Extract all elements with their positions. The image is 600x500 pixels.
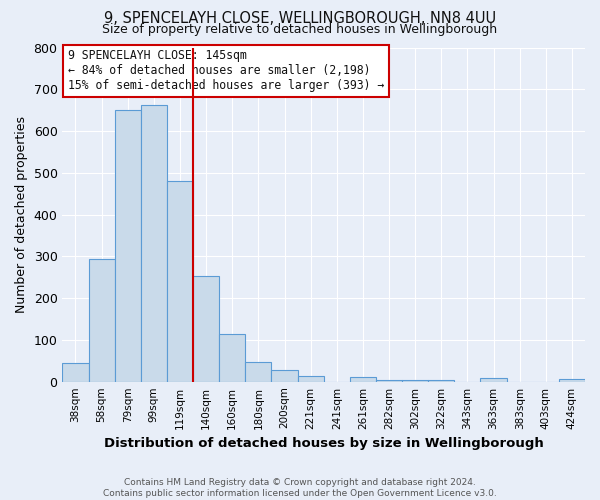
Bar <box>62 363 89 382</box>
Bar <box>481 378 506 382</box>
Bar <box>271 370 298 382</box>
Text: 9, SPENCELAYH CLOSE, WELLINGBOROUGH, NN8 4UU: 9, SPENCELAYH CLOSE, WELLINGBOROUGH, NN8… <box>104 11 496 26</box>
Bar <box>115 110 141 382</box>
X-axis label: Distribution of detached houses by size in Wellingborough: Distribution of detached houses by size … <box>104 437 544 450</box>
Bar <box>428 380 454 382</box>
Bar <box>298 376 324 382</box>
Y-axis label: Number of detached properties: Number of detached properties <box>15 116 28 313</box>
Bar <box>89 260 115 382</box>
Bar <box>219 334 245 382</box>
Bar <box>245 362 271 382</box>
Bar <box>141 105 167 382</box>
Bar <box>350 377 376 382</box>
Bar <box>376 380 402 382</box>
Text: Size of property relative to detached houses in Wellingborough: Size of property relative to detached ho… <box>103 22 497 36</box>
Bar <box>167 181 193 382</box>
Text: 9 SPENCELAYH CLOSE: 145sqm
← 84% of detached houses are smaller (2,198)
15% of s: 9 SPENCELAYH CLOSE: 145sqm ← 84% of deta… <box>68 49 384 92</box>
Bar <box>559 379 585 382</box>
Bar <box>402 380 428 382</box>
Bar <box>193 276 219 382</box>
Text: Contains HM Land Registry data © Crown copyright and database right 2024.
Contai: Contains HM Land Registry data © Crown c… <box>103 478 497 498</box>
